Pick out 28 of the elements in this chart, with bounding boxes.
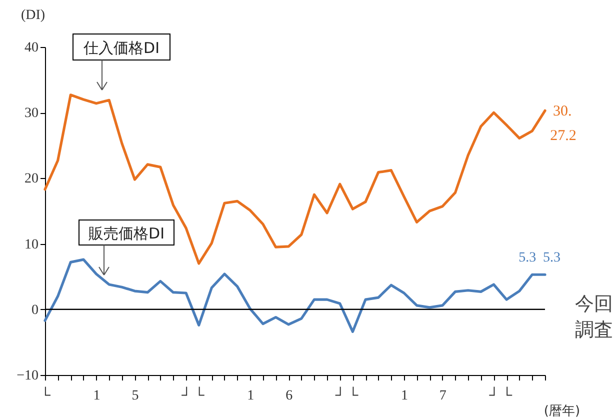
x-tick-label: 1 [247,388,254,404]
y-tick-label: 30 [24,106,38,122]
x-axis-title: (暦年) [544,404,580,419]
y-tick-label: −10 [16,368,38,384]
x-tick-label: 1 [400,388,408,404]
x-tick-label: ┘ [334,386,346,404]
y-tick-label: 20 [24,172,38,187]
data-label: 27.2 [550,128,576,144]
y-axis-title: (DI) [20,8,46,23]
data-label: 30. [553,104,572,120]
y-tick-label: 40 [24,40,38,56]
x-tick-label: └ [40,386,51,404]
x-tick-label: 7 [439,388,446,404]
x-tick-label: └ [502,386,512,404]
x-tick-label: └ [194,386,204,404]
x-tick-label: 1 [93,388,100,404]
text: 今回調査 [575,293,613,341]
y-tick-label: 10 [24,237,38,252]
x-tick-label: ┘ [488,386,500,404]
data-label: 5.3 [543,250,560,266]
series-label: 販売価格DI [88,224,164,242]
text: 仕入価格DI [82,39,160,57]
x-tick-label: └ [348,386,358,404]
data-label: 5.3 [518,250,536,266]
x-tick-label: ┘ [180,386,192,404]
x-tick-label: 5 [132,388,139,404]
x-tick-label: 6 [286,388,293,404]
y-tick-label: 0 [32,302,38,318]
